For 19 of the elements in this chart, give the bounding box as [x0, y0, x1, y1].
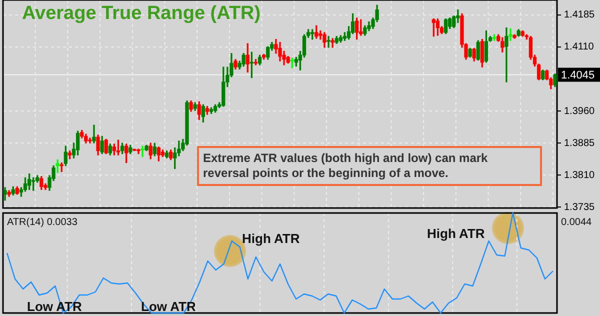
text: 0.0044: [561, 217, 592, 228]
annotation: ATR(14) 0.0033: [7, 217, 78, 228]
ref-line-label: 1.4045: [561, 69, 595, 82]
y-tick-label: 1.4185: [564, 10, 596, 21]
candlestick: [504, 27, 508, 82]
annotation: Extreme ATR values (both high and low) can mark reversal points or the beginning of a move.: [203, 151, 488, 180]
candlestick: [326, 36, 330, 48]
y-tick-label: 1.4110: [564, 42, 594, 53]
chart-title: Average True Range (ATR): [22, 3, 261, 25]
y-tick-label: 1.3960: [564, 106, 596, 117]
candlestick: [140, 146, 144, 158]
annotation: High ATR: [242, 231, 300, 246]
candlestick: [92, 124, 96, 144]
annotation: High ATR: [427, 226, 485, 241]
y-tick-label: 1.3735: [564, 202, 596, 213]
y-tick-label: 1.3885: [564, 138, 596, 149]
y-tick-label: 1.3810: [564, 170, 596, 181]
candlestick: [508, 28, 512, 41]
callout-box: Extreme ATR values (both high and low) can mark reversal points or the beginning of a move.: [197, 146, 542, 186]
